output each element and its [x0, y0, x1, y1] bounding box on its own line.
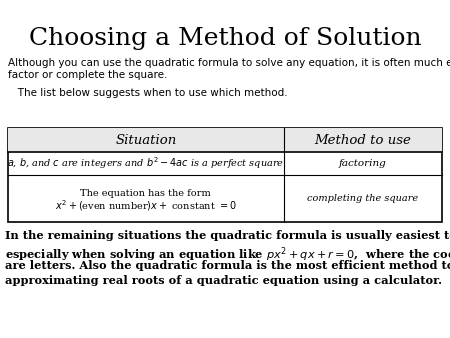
Text: approximating real roots of a quadratic equation using a calculator.: approximating real roots of a quadratic … — [5, 275, 442, 286]
Text: Situation: Situation — [115, 134, 176, 146]
Text: The list below suggests when to use which method.: The list below suggests when to use whic… — [8, 88, 288, 98]
Text: factor or complete the square.: factor or complete the square. — [8, 70, 167, 80]
Text: especially when solving an equation like $px^2+qx+r=0$,  where the coefficients: especially when solving an equation like… — [5, 245, 450, 264]
Text: completing the square: completing the square — [307, 194, 418, 203]
Text: The equation has the form: The equation has the form — [81, 189, 211, 198]
Text: Choosing a Method of Solution: Choosing a Method of Solution — [29, 26, 421, 49]
Text: $a$, $b$, and $c$ are integers and $b^2-4ac$ is a perfect square: $a$, $b$, and $c$ are integers and $b^2-… — [7, 155, 284, 171]
Text: factoring: factoring — [339, 159, 387, 168]
Text: In the remaining situations the quadratic formula is usually easiest to use,: In the remaining situations the quadrati… — [5, 230, 450, 241]
Text: are letters. Also the quadratic formula is the most efficient method to use when: are letters. Also the quadratic formula … — [5, 260, 450, 271]
Text: Method to use: Method to use — [315, 134, 411, 146]
Bar — [8, 128, 442, 152]
Bar — [8, 128, 442, 222]
Text: Although you can use the quadratic formula to solve any equation, it is often mu: Although you can use the quadratic formu… — [8, 58, 450, 68]
Text: $x^2+($even number$)x+$ constant $= 0$: $x^2+($even number$)x+$ constant $= 0$ — [55, 198, 237, 213]
